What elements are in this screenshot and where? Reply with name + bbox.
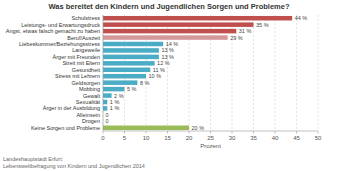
bar	[103, 93, 112, 98]
tick-mark	[253, 131, 254, 134]
data-label: 5 %	[127, 86, 137, 92]
data-label: 0	[106, 112, 109, 118]
bar	[103, 16, 292, 21]
footnote: Lebensweltbefragung von Kindern und Juge…	[3, 163, 145, 169]
category-label: Gesundheit	[72, 67, 101, 73]
data-label: 12 %	[157, 60, 170, 66]
bar	[103, 126, 189, 131]
category-label: Gewalt	[83, 93, 101, 99]
bar	[103, 100, 107, 105]
tick-label: 15	[164, 135, 171, 141]
x-axis-label: Prozent	[200, 143, 221, 149]
data-label: 10 %	[149, 73, 162, 79]
category-label: Alleinsein	[76, 112, 100, 118]
data-label: 31 %	[239, 28, 252, 34]
bar	[103, 106, 107, 111]
chart: Was bereitet den Kindern und Jugendliche…	[0, 0, 338, 171]
footnote: Landeshauptstadt Erfurt:	[3, 156, 64, 162]
tick-label: 45	[293, 135, 300, 141]
title: Was bereitet den Kindern und Jugendliche…	[49, 2, 290, 11]
bar	[103, 68, 150, 73]
data-label: 1 %	[110, 105, 120, 111]
tick-label: 20	[186, 135, 193, 141]
data-label: 35 %	[256, 22, 269, 28]
bar	[103, 87, 125, 92]
data-label: 0	[106, 118, 109, 124]
category-label: Stress mit Lehrern	[55, 73, 100, 79]
category-label: Sexualität	[76, 99, 101, 105]
tick-mark	[167, 131, 168, 134]
tick-mark	[296, 131, 297, 134]
grid-line	[318, 15, 319, 131]
category-label: Liebeskummer/Beziehungsstress	[19, 41, 100, 47]
tick-mark	[189, 131, 190, 134]
tick-label: 35	[250, 135, 257, 141]
bar	[103, 42, 163, 47]
bar	[103, 74, 146, 79]
y-axis-line	[103, 15, 104, 131]
category-label: Ärger in der Ausbildung	[43, 105, 100, 111]
grid-line	[253, 15, 254, 131]
grid-line	[296, 15, 297, 131]
category-label: Beruf/Auszeit	[67, 35, 100, 41]
data-label: 2 %	[114, 93, 124, 99]
bar	[103, 55, 159, 60]
data-label: 1 %	[110, 99, 120, 105]
tick-label: 25	[207, 135, 214, 141]
category-label: Keine Sorgen und Probleme	[31, 125, 100, 131]
tick-mark	[124, 131, 125, 134]
tick-mark	[275, 131, 276, 134]
tick-label: 5	[123, 135, 127, 141]
bar	[103, 22, 254, 27]
category-label: Mobbing	[79, 86, 100, 92]
bar	[103, 35, 228, 40]
tick-label: 40	[272, 135, 279, 141]
data-label: 13 %	[161, 54, 174, 60]
tick-label: 50	[315, 135, 322, 141]
tick-label: 30	[229, 135, 236, 141]
tick-mark	[232, 131, 233, 134]
category-label: Geldsorgen	[72, 80, 100, 86]
category-label: Langeweile	[72, 47, 100, 53]
bar	[103, 48, 159, 53]
category-label: Ärger mit Freunden	[53, 54, 100, 60]
data-label: 29 %	[230, 35, 243, 41]
category-label: Streit mit Eltern	[62, 60, 100, 66]
tick-mark	[146, 131, 147, 134]
grid	[103, 15, 318, 131]
bars	[103, 16, 292, 130]
tick-label: 10	[143, 135, 150, 141]
x-axis-line	[103, 131, 318, 132]
tick-label: 0	[101, 135, 105, 141]
bar	[103, 61, 155, 66]
bar	[103, 80, 137, 85]
category-label: Angst, etwas falsch gemacht zu haben	[6, 28, 100, 34]
category-label: Drogen	[82, 118, 100, 124]
data-label: 11 %	[153, 67, 165, 73]
tick-mark	[210, 131, 211, 134]
grid-line	[275, 15, 276, 131]
data-label: 44 %	[295, 15, 308, 21]
data-label: 14 %	[166, 41, 179, 47]
category-label: Leistungs- und Erwartungsdruck	[21, 22, 100, 28]
category-label: Schulstress	[72, 15, 101, 21]
data-label: 13 %	[161, 47, 174, 53]
tick-mark	[318, 131, 319, 134]
data-label: 20 %	[192, 125, 205, 131]
tick-mark	[103, 131, 104, 134]
data-label: 8 %	[140, 80, 150, 86]
bar	[103, 29, 236, 34]
